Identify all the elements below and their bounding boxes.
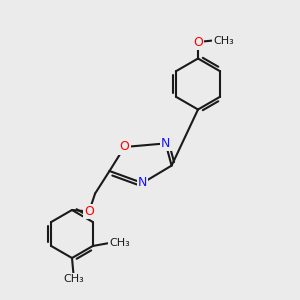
- Text: O: O: [84, 205, 94, 218]
- Text: CH₃: CH₃: [109, 238, 130, 248]
- Text: CH₃: CH₃: [63, 274, 84, 284]
- Text: CH₃: CH₃: [213, 35, 234, 46]
- Text: N: N: [161, 137, 170, 150]
- Text: O: O: [193, 35, 203, 49]
- Text: N: N: [138, 176, 147, 190]
- Text: O: O: [120, 140, 129, 154]
